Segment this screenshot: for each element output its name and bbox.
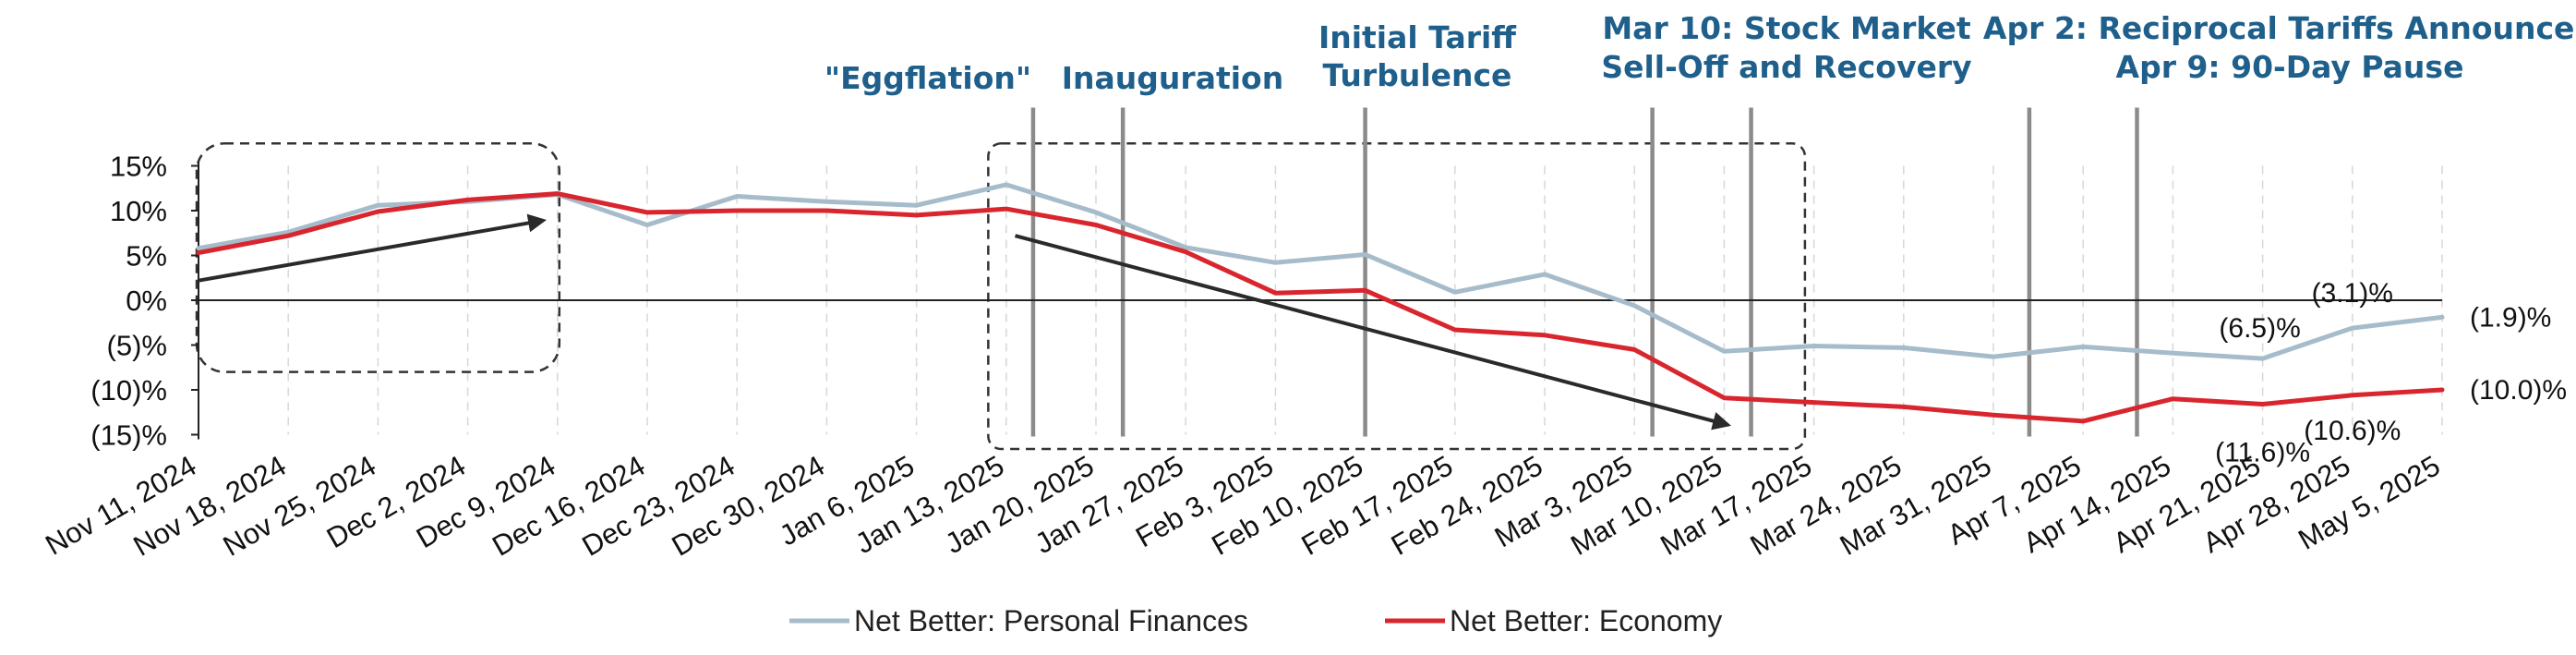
y-tick-label: (15)%	[90, 419, 167, 452]
y-tick-label: 5%	[126, 240, 167, 273]
axes: 15%10%5%0%(5)%(10)%(15)%Nov 11, 2024Nov …	[40, 151, 2445, 563]
event-label: "Eggflation"	[825, 60, 1031, 96]
data-label: (3.1)%	[2312, 278, 2393, 309]
event-label: Apr 2: Reciprocal Tariffs Announced	[1983, 10, 2576, 46]
annotation-boxes	[195, 142, 1807, 451]
trend-arrow	[1015, 234, 1731, 431]
trend-arrow	[198, 213, 548, 283]
y-tick-label: (5)%	[107, 330, 167, 362]
y-tick-label: 0%	[126, 285, 167, 317]
data-label: (10.6)%	[2304, 416, 2401, 446]
event-label: Apr 9: 90-Day Pause	[2116, 49, 2464, 85]
series-personal-finances-line	[196, 182, 2445, 361]
event-label: Sell-Off and Recovery	[1601, 49, 1971, 85]
trend-arrows	[198, 213, 1731, 431]
legend-label: Net Better: Personal Finances	[854, 604, 1248, 637]
event-label: Mar 10: Stock Market	[1602, 10, 1971, 46]
data-label: (11.6)%	[2215, 438, 2310, 468]
data-label: (6.5)%	[2219, 313, 2300, 344]
series-lines	[196, 182, 2445, 424]
event-label: Inauguration	[1062, 60, 1283, 96]
data-labels: (3.1)% (6.5)% (1.9)% (11.6)%(10.6)% (10.0)%	[2215, 278, 2567, 467]
data-label: (10.0)%	[2470, 375, 2567, 406]
data-label: (1.9)%	[2470, 302, 2551, 333]
event-label: Initial Tariff	[1318, 19, 1517, 55]
annotation-box	[987, 142, 1807, 451]
y-tick-label: 15%	[110, 151, 167, 183]
legend: Net Better: Personal Finances Net Better:…	[789, 604, 1722, 637]
event-label: Turbulence	[1323, 57, 1512, 93]
y-tick-label: 10%	[110, 195, 167, 227]
event-markers: "Eggflation" Inauguration Initial TariffTu…	[825, 10, 2576, 437]
legend-label: Net Better: Economy	[1450, 604, 1722, 637]
series-economy-line	[196, 191, 2445, 424]
y-tick-label: (10)%	[90, 374, 167, 406]
